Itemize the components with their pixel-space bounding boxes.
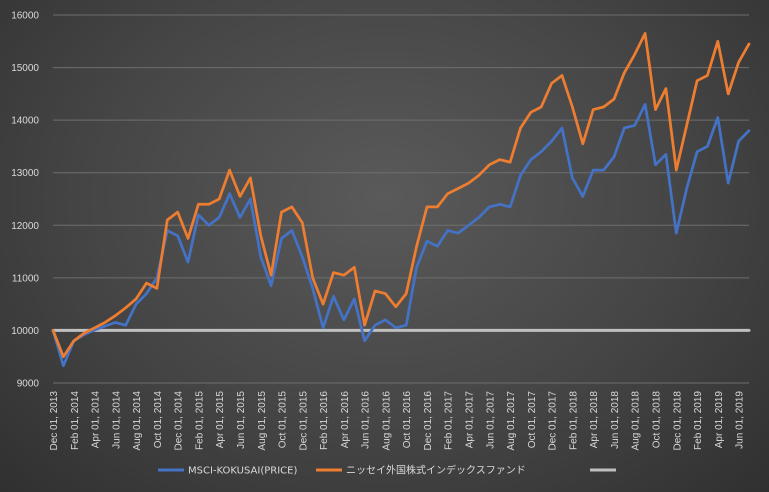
- legend: MSCI-KOKUSAI(PRICE) ニッセイ外国株式インデックスファンド: [158, 464, 616, 477]
- series-lines: [51, 32, 751, 368]
- y-tick-label: 15000: [11, 63, 39, 74]
- y-tick-label: 11000: [12, 273, 40, 284]
- x-tick-label: Feb 01, 2014: [70, 391, 81, 450]
- x-tick-label: Apr 01, 2017: [465, 391, 476, 449]
- x-tick-label: Dec 01, 2016: [423, 391, 434, 451]
- legend-label-0: MSCI-KOKUSAI(PRICE): [188, 466, 297, 477]
- x-tick-label: Jun 01, 2018: [610, 391, 621, 449]
- y-axis-tick-labels: 9000 10000 11000 12000 13000 14000 15000 16000: [11, 11, 39, 390]
- x-axis-tick-labels: Dec 01, 2013 Feb 01, 2014 Apr 01, 2014 Jun …: [49, 391, 746, 451]
- y-tick-label: 16000: [11, 11, 39, 22]
- series-line-1: [51, 32, 751, 359]
- y-tick-label: 13000: [11, 168, 39, 179]
- x-tick-label: Apr 01, 2014: [91, 391, 102, 449]
- y-tick-label: 9000: [17, 379, 40, 390]
- y-tick-label: 14000: [11, 116, 39, 127]
- x-tick-label: Jun 01, 2017: [485, 391, 496, 449]
- x-tick-label: Jun 01, 2016: [361, 391, 372, 449]
- x-tick-label: Dec 01, 2017: [548, 391, 559, 451]
- x-tick-label: Aug 01, 2015: [257, 391, 268, 451]
- x-tick-label: Feb 01, 2017: [444, 391, 455, 450]
- x-tick-label: Aug 01, 2017: [506, 391, 517, 451]
- x-tick-label: Apr 01, 2018: [589, 391, 600, 449]
- x-tick-label: Jun 01, 2019: [735, 391, 746, 449]
- x-tick-label: Feb 01, 2018: [568, 391, 579, 450]
- y-tick-label: 10000: [11, 326, 39, 337]
- x-tick-label: Oct 01, 2015: [278, 391, 289, 449]
- x-tick-label: Aug 01, 2014: [132, 391, 143, 451]
- x-tick-label: Apr 01, 2015: [215, 391, 226, 449]
- x-tick-label: Feb 01, 2015: [194, 391, 205, 450]
- x-tick-label: Aug 01, 2018: [631, 391, 642, 451]
- series-line-0: [51, 103, 751, 368]
- legend-label-1: ニッセイ外国株式インデックスファンド: [346, 464, 526, 477]
- y-tick-label: 12000: [11, 221, 39, 232]
- x-tick-label: Dec 01, 2014: [174, 391, 185, 451]
- x-tick-label: Aug 01, 2016: [381, 391, 392, 451]
- x-tick-label: Feb 01, 2019: [693, 391, 704, 450]
- x-tick-label: Oct 01, 2017: [527, 391, 538, 449]
- x-tick-label: Feb 01, 2016: [319, 391, 330, 450]
- x-tick-label: Dec 01, 2018: [672, 391, 683, 451]
- x-tick-label: Dec 01, 2015: [298, 391, 309, 451]
- x-tick-label: Dec 01, 2013: [49, 391, 60, 451]
- x-tick-label: Apr 01, 2016: [340, 391, 351, 449]
- x-tick-label: Jun 01, 2015: [236, 391, 247, 449]
- x-tick-label: Jun 01, 2014: [111, 391, 122, 449]
- x-tick-label: Apr 01, 2019: [714, 391, 725, 449]
- x-tick-label: Oct 01, 2016: [402, 391, 413, 449]
- x-tick-label: Oct 01, 2014: [153, 391, 164, 449]
- x-tick-label: Oct 01, 2018: [652, 391, 663, 449]
